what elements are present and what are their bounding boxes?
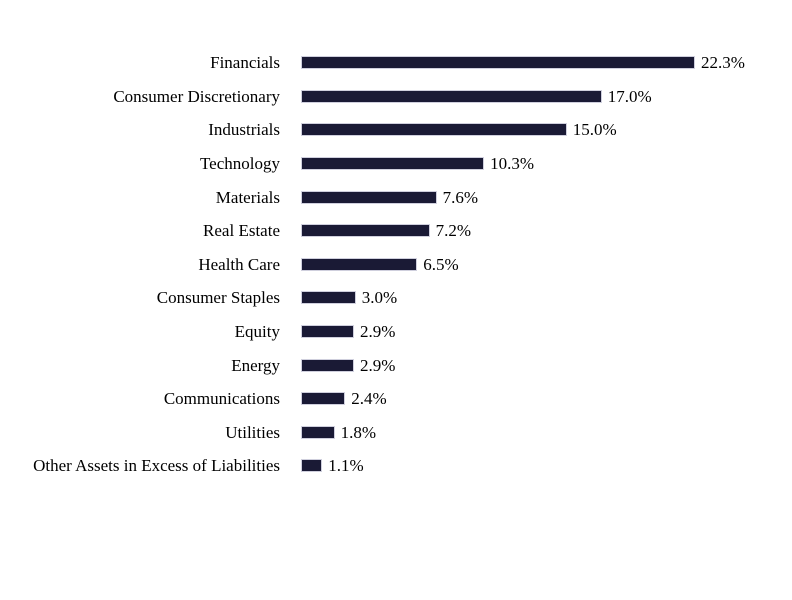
chart-row: Other Assets in Excess of Liabilities 1.1… [0,449,792,483]
bar [301,392,346,406]
category-label: Utilities [225,422,280,442]
bar-area: 17.0% [301,88,652,105]
bar-area: 2.9% [301,323,395,340]
chart-row: Health Care 6.5% [0,248,792,282]
category-label: Consumer Discretionary [113,86,280,106]
bar [301,56,695,70]
value-label: 1.8% [340,422,377,442]
value-label: 1.1% [328,456,364,476]
value-label: 6.5% [423,254,459,274]
category-label: Other Assets in Excess of Liabilities [33,456,280,476]
value-label: 3.0% [361,288,398,308]
bar-area: 2.4% [301,390,387,407]
category-label: Health Care [198,254,280,274]
chart-row: Consumer Staples 3.0% [0,281,792,315]
chart-row: Technology 10.3% [0,147,792,181]
bar [301,358,354,372]
category-label: Materials [215,187,280,207]
bar [301,89,602,103]
category-label: Energy [231,355,280,375]
category-label: Industrials [208,120,280,140]
chart-row: Real Estate 7.2% [0,214,792,248]
chart-row: Industrials 15.0% [0,113,792,147]
category-label: Equity [234,322,280,342]
category-label: Consumer Staples [156,288,280,308]
value-label: 2.9% [360,322,396,342]
bar-area: 6.5% [301,256,459,273]
value-label: 2.4% [351,389,387,409]
chart-row: Energy 2.9% [0,348,792,382]
chart-row: Financials 22.3% [0,46,792,80]
bar [301,157,485,171]
value-label: 17.0% [607,86,652,106]
category-label: Communications [163,389,280,409]
value-label: 10.3% [490,154,535,174]
bar-area: 1.8% [301,424,376,441]
category-label: Technology [199,154,280,174]
value-label: 7.6% [442,187,479,207]
value-label: 15.0% [572,120,617,140]
bar [301,325,354,339]
bar-area: 22.3% [301,54,745,71]
value-label: 2.9% [360,355,396,375]
chart-row: Communications 2.4% [0,382,792,416]
bar [301,123,567,137]
bar [301,291,356,305]
category-label: Financials [210,53,280,73]
bar-area: 7.2% [301,222,471,239]
bar [301,459,323,473]
chart-row: Equity 2.9% [0,315,792,349]
bar [301,224,430,238]
chart-row: Materials 7.6% [0,180,792,214]
chart-row: Consumer Discretionary 17.0% [0,80,792,114]
bar [301,425,335,439]
chart-rows: Financials 22.3% Consumer Discretionary 17.… [0,46,792,483]
value-label: 7.2% [435,221,472,241]
value-label: 22.3% [701,53,745,73]
chart-row: Utilities 1.8% [0,416,792,450]
category-label: Real Estate [203,221,280,241]
bar [301,190,437,204]
bar-area: 15.0% [301,121,617,138]
bar-area: 1.1% [301,457,364,474]
bar [301,257,418,271]
bar-area: 7.6% [301,189,478,206]
bar-area: 2.9% [301,357,395,374]
bar-area: 3.0% [301,289,397,306]
bar-area: 10.3% [301,155,534,172]
